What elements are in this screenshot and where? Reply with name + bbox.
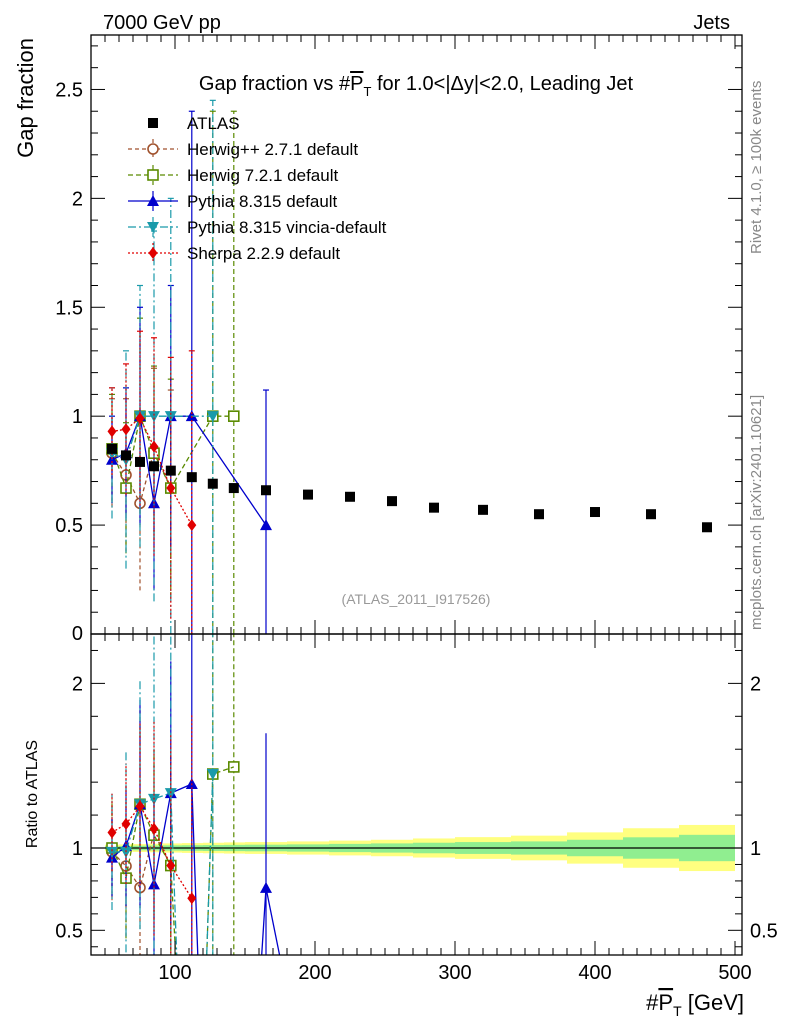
legend-marker-sherpa	[148, 247, 158, 259]
atlas-point	[590, 507, 600, 518]
atlas-point	[303, 489, 313, 500]
x-tick-label: 100	[158, 962, 191, 984]
atlas-point	[534, 509, 544, 520]
atlas-point	[345, 491, 355, 502]
rivet-label: Rivet 4.1.0, ≥ 100k events	[748, 81, 765, 254]
legend-marker-vincia	[147, 222, 159, 233]
x-tick-label: 400	[578, 962, 611, 984]
legend: ATLAS Herwig++ 2.7.1 default Herwig 7.2.1 …	[128, 114, 387, 263]
atlas-point	[261, 485, 271, 496]
legend-label-pythia: Pythia 8.315 default	[187, 192, 338, 211]
atlas-uncertainty-bands	[91, 824, 742, 872]
legend-marker-atlas	[148, 118, 158, 128]
sherpa-point	[166, 482, 176, 495]
y-tick-label: 2.5	[55, 79, 83, 101]
x-tick-label: 500	[718, 962, 751, 984]
legend-marker-herwig7	[147, 169, 159, 181]
legend-label-atlas: ATLAS	[187, 114, 240, 133]
sherpa-ratio-line	[111, 805, 193, 899]
atlas-point	[429, 502, 439, 513]
sherpa-ratio-point	[135, 800, 145, 813]
vincia-ratio-line	[111, 774, 214, 955]
atlas-point	[228, 483, 239, 494]
pythia-ratio-line	[111, 783, 281, 955]
x-tick-label: 200	[298, 962, 331, 984]
atlas-point	[135, 456, 145, 467]
frames	[90, 34, 743, 956]
sherpa-point	[107, 425, 117, 438]
atlas-point	[149, 461, 159, 472]
legend-label-vincia: Pythia 8.315 vincia-default	[187, 218, 387, 237]
ratio-y-tick-label: 1	[72, 838, 83, 860]
mcplots-label: mcplots.cern.ch [arXiv:2401.10621]	[748, 395, 765, 630]
header-right: Jets	[693, 12, 730, 34]
pythia-point	[260, 519, 272, 531]
vincia-point	[148, 411, 160, 423]
y-tick-label: 2	[72, 188, 83, 210]
ratio-y-tick-label-right: 2	[750, 673, 761, 695]
atlas-point	[646, 509, 656, 520]
atlas-point	[107, 443, 117, 454]
legend-label-herwig7: Herwig 7.2.1 default	[187, 166, 338, 185]
chart-title: Gap fraction vs #PT for 1.0<|Δy|<2.0, Le…	[199, 73, 634, 99]
ratio-y-tick-label-right: 1	[750, 838, 761, 860]
sherpa-point	[135, 412, 145, 425]
x-axis-label: #PT [GeV]	[646, 990, 744, 1019]
ratio-y-tick-label: 2	[72, 673, 83, 695]
ratio-y-tick-label-right: 0.5	[750, 920, 778, 942]
analysis-watermark: (ATLAS_2011_I917526)	[342, 591, 491, 607]
legend-marker-pythia	[147, 195, 159, 206]
pythia-ratio-point	[260, 881, 272, 893]
sherpa-point	[187, 519, 197, 532]
y-tick-label: 0.5	[55, 515, 83, 537]
vincia-point	[206, 411, 219, 423]
header-left: 7000 GeV pp	[103, 12, 221, 34]
ratio-series	[106, 634, 281, 955]
legend-label-sherpa: Sherpa 2.2.9 default	[187, 244, 340, 263]
ratio-frame	[90, 633, 743, 956]
atlas-point	[165, 465, 176, 476]
herwig7-point	[228, 410, 240, 422]
sherpa-point	[149, 440, 159, 453]
atlas-point	[387, 496, 397, 507]
vincia-ratio-point	[120, 847, 132, 859]
atlas-point	[121, 450, 131, 461]
y-axis-label: Gap fraction	[13, 38, 38, 158]
vincia-point	[164, 411, 177, 423]
ratio-y-axis-label: Ratio to ATLAS	[24, 740, 41, 848]
atlas-points	[107, 443, 712, 533]
atlas-point	[478, 504, 488, 515]
legend-label-herwigpp: Herwig++ 2.7.1 default	[187, 140, 358, 159]
sherpa-point	[121, 423, 131, 436]
y-tick-label-zero: 0	[72, 623, 83, 645]
y-tick-label: 1.5	[55, 297, 83, 319]
ratio-y-tick-label: 0.5	[55, 920, 83, 942]
axis-ticks: 100 200 300 400 500 0.5 1 1.5 2 2.5 0 0.5 0.5 1 1 2 2	[55, 35, 778, 984]
atlas-point	[207, 478, 218, 489]
atlas-point	[186, 472, 197, 483]
atlas-point	[702, 522, 712, 533]
legend-marker-herwigpp	[147, 143, 159, 155]
x-tick-label: 300	[438, 962, 471, 984]
y-tick-label: 1	[72, 406, 83, 428]
